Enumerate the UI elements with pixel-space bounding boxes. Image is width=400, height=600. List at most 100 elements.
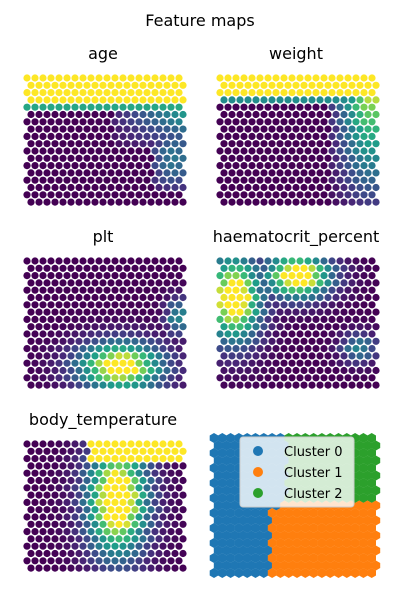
hex-cell — [31, 176, 39, 184]
hex-cell — [272, 132, 280, 140]
hex-cell — [332, 293, 340, 302]
hex-cell — [288, 162, 296, 170]
hex-cell — [248, 374, 256, 382]
cluster-hex-cell — [259, 553, 269, 563]
hex-cell — [23, 345, 31, 353]
hex-cell — [280, 176, 288, 184]
hex-cell — [288, 272, 296, 280]
hex-cell — [87, 191, 95, 199]
hex-cell — [55, 513, 63, 521]
hex-cell — [31, 118, 39, 126]
hex-cell — [39, 191, 47, 199]
hex-cell — [220, 352, 228, 360]
hex-cell — [356, 110, 364, 119]
hex-cell — [248, 118, 256, 126]
hex-cell — [163, 198, 171, 206]
hex-cell — [360, 132, 368, 140]
hex-cell — [332, 279, 340, 287]
hex-cell — [155, 198, 163, 206]
cluster-hex-cell — [363, 455, 372, 466]
hex-cell — [228, 293, 236, 302]
hex-cell — [55, 557, 63, 565]
hex-cell — [252, 154, 260, 162]
cluster-hex-cell — [359, 493, 368, 503]
hex-cell — [35, 564, 43, 572]
hex-cell — [91, 520, 99, 528]
hex-cell — [63, 557, 71, 565]
hex-cell — [59, 564, 67, 572]
hex-cell — [175, 374, 183, 382]
hex-cell — [340, 293, 348, 302]
hex-cell — [135, 359, 143, 367]
hex-cell — [151, 315, 159, 323]
hex-cell — [135, 513, 143, 521]
hex-cell — [151, 147, 159, 155]
hex-cell — [364, 154, 372, 162]
hex-cell — [155, 264, 163, 272]
hex-cell — [155, 381, 163, 389]
hex-cell — [35, 110, 43, 119]
cluster-hex-cell — [371, 485, 381, 496]
cluster-hex-cell — [309, 508, 318, 518]
cluster-hex-cell — [255, 545, 264, 556]
hex-cell — [131, 323, 139, 331]
hex-cell — [127, 301, 135, 309]
hex-cell — [143, 330, 151, 338]
cluster-hex-cell — [354, 500, 364, 511]
hex-cell — [71, 359, 79, 367]
hex-cell — [79, 374, 87, 382]
hex-cell — [87, 162, 95, 170]
hex-cell — [224, 315, 232, 323]
hex-cell — [27, 198, 35, 206]
hex-cell — [324, 352, 332, 360]
cluster-hex-cell — [267, 508, 277, 518]
hex-cell — [175, 191, 183, 199]
hex-cell — [107, 140, 115, 148]
hex-cell — [296, 162, 304, 170]
hex-cell — [216, 272, 224, 280]
hex-cell — [276, 323, 284, 331]
hex-cell — [324, 264, 332, 272]
hex-cell — [35, 447, 43, 455]
hex-cell — [63, 542, 71, 550]
hex-cell — [260, 110, 268, 119]
hex-cell — [39, 330, 47, 338]
hex-cell — [59, 337, 67, 345]
hex-cell — [63, 176, 71, 184]
hex-cell — [123, 506, 131, 514]
hex-cell — [99, 323, 107, 331]
hex-cell — [167, 74, 175, 82]
hex-cell — [316, 198, 324, 206]
hex-cell — [256, 74, 264, 82]
hex-cell — [131, 352, 139, 360]
cluster-hex-cell — [284, 568, 293, 578]
hex-cell — [336, 257, 344, 265]
hex-cell — [175, 455, 183, 463]
hex-cell — [320, 162, 328, 170]
hex-cell — [55, 89, 63, 97]
hex-cell — [139, 476, 147, 485]
hex-cell — [175, 162, 183, 170]
hex-cell — [236, 154, 244, 162]
cluster-hex-cell — [367, 523, 376, 533]
hex-cell — [175, 257, 183, 265]
hex-cell — [63, 272, 71, 280]
hex-cell — [356, 198, 364, 206]
hex-cell — [43, 96, 51, 104]
hex-cell — [43, 447, 51, 455]
hex-cell — [87, 132, 95, 140]
hex-cell — [292, 279, 300, 287]
hex-cell — [175, 118, 183, 126]
hex-cell — [103, 315, 111, 323]
hex-cell — [216, 74, 224, 82]
hex-cell — [151, 498, 159, 506]
hex-cell — [272, 162, 280, 170]
hex-cell — [71, 301, 79, 309]
hex-cell — [67, 462, 75, 470]
hex-cell — [123, 308, 131, 316]
hex-cell — [360, 162, 368, 170]
hex-cell — [340, 183, 348, 192]
cluster-hex-cell — [321, 545, 331, 556]
hex-cell — [139, 491, 147, 499]
hex-cell — [320, 286, 328, 294]
